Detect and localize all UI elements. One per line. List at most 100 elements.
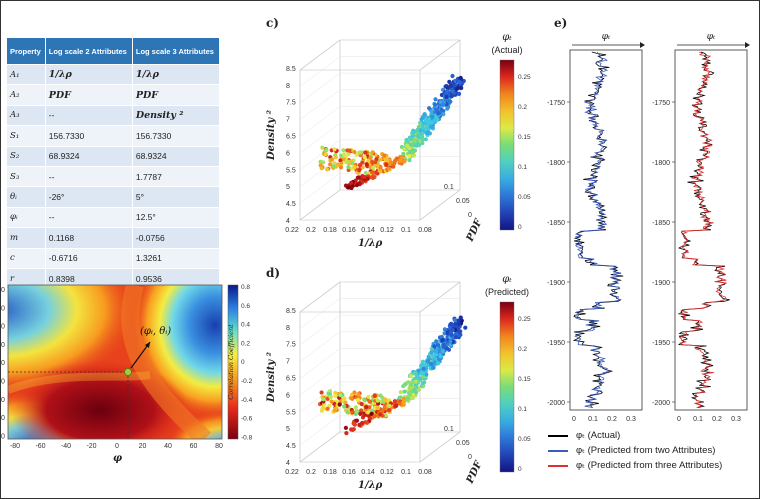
depth-tick: -1800 (652, 160, 670, 167)
scatter-point (338, 165, 344, 170)
x-tick: 0.18 (323, 469, 337, 476)
row-value: 68.9324 (131, 145, 221, 167)
scatter-point (407, 386, 412, 391)
scatter-point (350, 396, 355, 401)
x-tick: 0.2 (306, 469, 316, 476)
scatter-point (429, 361, 434, 367)
scatter-point (429, 109, 434, 114)
scatter-point (429, 120, 434, 125)
x-tick: 0.22 (285, 227, 299, 234)
z-tick: 4 (286, 460, 290, 467)
scatter-point (331, 164, 336, 169)
row-property: A₂ (6, 84, 46, 106)
scatter-point (418, 120, 423, 125)
heatmap-xlabel: φ (113, 453, 122, 464)
z-tick: 8 (286, 325, 290, 332)
scatter-point (376, 406, 381, 411)
panel-label-c: c) (266, 16, 279, 30)
table-row: m 0.1168 -0.0756 (6, 227, 221, 249)
colorbar-tick: 0.05 (518, 436, 531, 443)
scatter-point (378, 412, 383, 417)
scatter-point (338, 158, 343, 163)
scatter-point (421, 384, 426, 389)
table-row: φᵢ -- 12.5° (6, 206, 221, 229)
scatter-point (378, 168, 383, 174)
colorbar-tick: -0.8 (241, 434, 253, 441)
scatter-point (359, 401, 364, 407)
colorbar-title: φₜ (502, 32, 512, 43)
table-row: c -0.6716 1.3261 (6, 247, 221, 269)
scatter-point (420, 359, 425, 364)
table-row: A₁ 1/λρ 1/λρ (6, 63, 221, 86)
scatter-point (362, 174, 367, 180)
scatter-3d-actual: 4 4.5 5 5.5 6 6.5 7 7.5 8 8.5 0.22 0.2 0.18 0.16 0.14 0… (266, 32, 531, 249)
log-title: φₜ (707, 32, 716, 42)
scatter-point (319, 166, 324, 171)
scatter-point (430, 114, 435, 119)
scatter-point (386, 166, 392, 171)
heatmap-y-tick: 0 (1, 379, 5, 386)
colorbar-tick: 0.1 (518, 406, 527, 413)
optimal-point-annotation: (φᵢ, θᵢ) (140, 326, 171, 337)
z-tick: 5.5 (286, 409, 296, 416)
scatter-point (425, 131, 430, 136)
scatter-point (351, 421, 357, 426)
scatter-point (346, 151, 351, 156)
x-tick: 0.12 (380, 469, 394, 476)
colorbar-tick: 0.2 (241, 340, 250, 347)
colorbar-tick: 0.05 (518, 194, 531, 201)
row-property: A₃ (6, 104, 46, 127)
scatter-point (463, 325, 468, 330)
legend-label: φₜ (Predicted from two Attributes) (576, 445, 716, 456)
y-axis-label: Density ² (266, 109, 277, 161)
scatter-point (329, 399, 334, 404)
scatter-points (317, 315, 468, 436)
scatter-point (429, 124, 434, 130)
panel-label-d: d) (266, 266, 281, 280)
table-row: S₂ 68.9324 68.9324 (6, 145, 221, 167)
colorbar-tick: 0.2 (518, 104, 527, 111)
pdf-tick: 0.1 (444, 184, 454, 191)
scatter-point (423, 137, 428, 142)
depth-tick: -1850 (547, 220, 565, 227)
scatter-point (357, 168, 362, 173)
row-value: -- (44, 104, 133, 127)
scatter-point (370, 166, 376, 171)
colorbar-tick: 0.2 (518, 346, 527, 353)
row-value: 156.7330 (131, 125, 221, 147)
scatter-point (410, 380, 415, 385)
scatter-point (359, 408, 364, 413)
heatmap-x-tick: 0 (115, 443, 119, 450)
z-tick: 5 (286, 426, 290, 433)
scatter-point (448, 83, 453, 88)
scatter-point (333, 155, 338, 160)
scatter-point (401, 151, 406, 156)
scatter-point (448, 339, 453, 344)
row-value: Density ² (131, 104, 221, 127)
z-tick: 5 (286, 184, 290, 191)
table-row: A₂ PDF PDF (6, 84, 221, 106)
table-row: θᵢ -26° 5° (6, 186, 221, 208)
scatter-colorbar (499, 59, 515, 231)
scatter-point (343, 425, 348, 430)
x-tick: 0.1 (401, 469, 411, 476)
row-value: -26° (44, 186, 133, 208)
legend-item: φₜ (Actual) (548, 428, 722, 443)
colorbar-title: φₜ (502, 274, 512, 285)
row-property: S₃ (6, 165, 46, 188)
porosity-tick: 0.2 (607, 416, 617, 423)
row-value: -- (44, 206, 133, 229)
scatter-point (411, 128, 416, 133)
scatter-point (388, 160, 394, 165)
scatter-point (345, 159, 350, 164)
scatter-point (453, 331, 458, 336)
optimal-point-marker (124, 368, 132, 376)
porosity-tick: 0.3 (626, 416, 636, 423)
scatter-point (341, 157, 346, 162)
scatter-point (457, 91, 462, 96)
scatter-point (398, 401, 403, 406)
x-tick: 0.18 (323, 227, 337, 234)
scatter-point (421, 370, 426, 375)
x-tick: 0.2 (306, 227, 316, 234)
scatter-point (352, 390, 357, 395)
